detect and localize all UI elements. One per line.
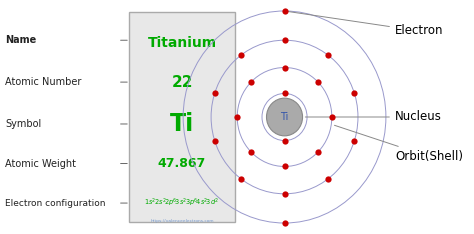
Text: Nucleus: Nucleus	[305, 110, 442, 124]
Text: Electron: Electron	[287, 11, 443, 37]
Text: Orbit(Shell): Orbit(Shell)	[335, 125, 463, 163]
Text: Titanium: Titanium	[147, 36, 217, 50]
Text: Atomic Weight: Atomic Weight	[5, 158, 76, 168]
Ellipse shape	[266, 98, 302, 136]
Text: Atomic Number: Atomic Number	[5, 77, 82, 87]
FancyBboxPatch shape	[129, 12, 235, 222]
Text: https://valenceelectrons.com: https://valenceelectrons.com	[150, 219, 214, 223]
Text: Symbol: Symbol	[5, 119, 41, 129]
Text: 22: 22	[171, 75, 193, 90]
Text: 47.867: 47.867	[158, 157, 206, 170]
Text: Ti: Ti	[170, 112, 194, 136]
Text: Name: Name	[5, 35, 36, 45]
Text: $1s^2\!2s^2\!2p^6\!3s^2\!3p^6\!4s^2\!3d^2$: $1s^2\!2s^2\!2p^6\!3s^2\!3p^6\!4s^2\!3d^…	[145, 197, 219, 209]
Text: Ti: Ti	[280, 112, 289, 122]
Text: Electron configuration: Electron configuration	[5, 199, 106, 208]
